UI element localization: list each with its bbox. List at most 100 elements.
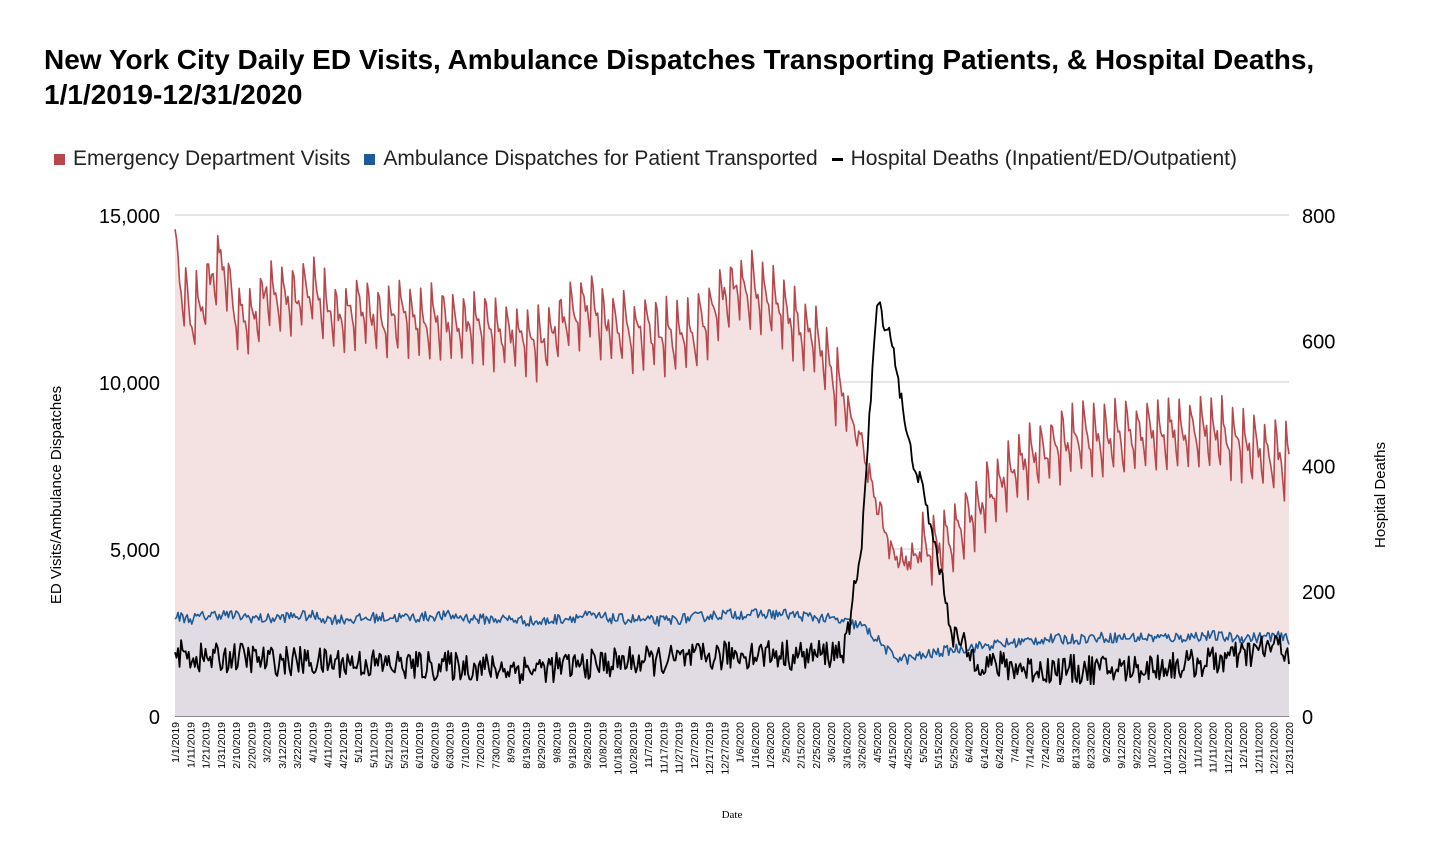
x-tick-label: 12/31/2020 (1284, 722, 1296, 775)
legend-swatch-ed-visits (54, 153, 65, 165)
x-axis: 1/1/2019 1/11/2019 1/21/2019 1/31/2019 2/10/… (170, 722, 1296, 775)
legend-swatch-hospital-deaths (831, 157, 843, 161)
x-tick-label: 5/11/2019 (368, 722, 380, 768)
hospital-deaths-line (174, 301, 1290, 686)
x-tick-label: 8/9/2019 (506, 722, 518, 763)
x-tick-label: 6/24/2020 (994, 722, 1006, 769)
x-tick-label: 12/21/2020 (1269, 722, 1281, 775)
x-tick-label: 5/15/2020 (933, 722, 945, 769)
x-tick-label: 11/27/2019 (674, 722, 686, 774)
x-tick-label: 10/12/2020 (1162, 722, 1174, 775)
legend-label-ed-visits: Emergency Department Visits (73, 147, 351, 170)
chart-title: New York City Daily ED Visits, Ambulance… (44, 44, 1315, 110)
ambulance-dispatches-area (175, 608, 1289, 716)
x-tick-label: 10/2/2020 (1147, 722, 1159, 769)
x-tick-label: 1/31/2019 (216, 722, 228, 769)
x-tick-label: 9/28/2019 (582, 722, 594, 769)
x-tick-label: 9/22/2020 (1131, 722, 1143, 769)
x-tick-label: 6/4/2020 (964, 722, 976, 763)
x-tick-label: 12/11/2020 (1254, 722, 1266, 774)
legend-item-hospital-deaths[interactable]: Hospital Deaths (Inpatient/ED/Outpatient… (831, 147, 1237, 171)
x-tick-label: 4/15/2020 (887, 722, 899, 769)
x-tick-label: 2/20/2019 (246, 722, 258, 769)
x-tick-label: 8/19/2019 (521, 722, 533, 769)
x-tick-label: 11/1/2020 (1192, 722, 1204, 768)
x-tick-label: 8/13/2020 (1070, 722, 1082, 769)
x-tick-label: 1/1/2019 (170, 722, 182, 763)
x-tick-label: 2/5/2020 (780, 722, 792, 763)
x-tick-label: 1/26/2020 (765, 722, 777, 769)
legend-label-hospital-deaths: Hospital Deaths (Inpatient/ED/Outpatient… (850, 147, 1237, 170)
x-tick-label: 9/18/2019 (567, 722, 579, 769)
y-axis-right: 0 200 400 600 800 (1302, 206, 1335, 729)
x-tick-label: 1/6/2020 (735, 722, 747, 763)
ed-visits-line (174, 229, 1290, 586)
ambulance-dispatches-line (174, 608, 1290, 665)
legend-swatch-ambulance-dispatches (364, 153, 376, 165)
y-right-tick-label: 600 (1302, 331, 1335, 353)
x-tick-label: 11/21/2020 (1223, 722, 1235, 774)
x-tick-label: 5/21/2019 (384, 722, 396, 769)
series-areas (175, 229, 1289, 716)
y-axis-left: 0 5,000 10,000 15,000 (99, 206, 160, 729)
x-tick-label: 11/7/2019 (643, 722, 655, 768)
x-tick-label: 3/26/2020 (857, 722, 869, 769)
legend-item-ambulance-dispatches[interactable]: Ambulance Dispatches for Patient Transpo… (364, 147, 818, 171)
y-axis-right-title: Hospital Deaths (1372, 442, 1389, 548)
legend-item-ed-visits[interactable]: Emergency Department Visits (54, 147, 350, 171)
x-tick-label: 1/11/2019 (185, 722, 197, 768)
y-right-tick-label: 400 (1302, 457, 1335, 479)
chart-legend: Emergency Department Visits Ambulance Di… (54, 144, 1251, 174)
x-tick-label: 7/4/2020 (1009, 722, 1021, 763)
x-tick-label: 11/11/2020 (1208, 722, 1220, 773)
ed-visits-area (175, 229, 1289, 716)
x-tick-label: 9/12/2020 (1116, 722, 1128, 769)
x-tick-label: 3/22/2019 (292, 722, 304, 769)
x-tick-label: 5/5/2020 (918, 722, 930, 763)
x-tick-label: 6/10/2019 (414, 722, 426, 769)
x-tick-label: 4/11/2019 (323, 722, 335, 768)
x-tick-label: 7/24/2020 (1040, 722, 1052, 769)
x-tick-label: 10/28/2019 (628, 722, 640, 775)
x-tick-label: 4/1/2019 (307, 722, 319, 763)
y-right-tick-label: 0 (1302, 707, 1313, 729)
y-right-tick-label: 200 (1302, 582, 1335, 604)
x-tick-label: 7/14/2020 (1025, 722, 1037, 769)
x-tick-label: 8/3/2020 (1055, 722, 1067, 763)
series-lines (174, 229, 1290, 686)
x-tick-label: 2/25/2020 (811, 722, 823, 769)
x-tick-label: 9/2/2020 (1101, 722, 1113, 763)
x-tick-label: 12/1/2020 (1238, 722, 1250, 769)
y-left-tick-label: 5,000 (110, 540, 160, 562)
x-tick-label: 12/17/2019 (704, 722, 716, 775)
x-tick-label: 1/21/2019 (201, 722, 213, 769)
x-tick-label: 6/30/2019 (445, 722, 457, 769)
y-left-tick-label: 15,000 (99, 206, 160, 228)
x-tick-label: 6/14/2020 (979, 722, 991, 769)
x-tick-label: 1/16/2020 (750, 722, 762, 769)
x-tick-label: 10/18/2019 (613, 722, 625, 775)
x-tick-label: 4/21/2019 (338, 722, 350, 769)
x-tick-label: 12/27/2019 (719, 722, 731, 775)
x-tick-label: 6/20/2019 (429, 722, 441, 769)
y-axis-left-title: ED Visits/Ambulance Dispatches (48, 386, 65, 604)
x-axis-title: Date (722, 809, 743, 821)
x-tick-label: 8/29/2019 (536, 722, 548, 769)
x-tick-label: 2/15/2020 (796, 722, 808, 769)
legend-label-ambulance-dispatches: Ambulance Dispatches for Patient Transpo… (383, 147, 818, 170)
x-tick-label: 8/23/2020 (1086, 722, 1098, 769)
x-tick-label: 7/20/2019 (475, 722, 487, 769)
x-tick-label: 3/6/2020 (826, 722, 838, 763)
x-tick-label: 2/10/2019 (231, 722, 243, 769)
x-tick-label: 3/2/2019 (262, 722, 274, 763)
x-tick-label: 4/5/2020 (872, 722, 884, 763)
x-tick-label: 10/22/2020 (1177, 722, 1189, 775)
y-left-tick-label: 10,000 (99, 373, 160, 395)
x-tick-label: 7/30/2019 (491, 722, 503, 769)
x-tick-label: 11/17/2019 (658, 722, 670, 774)
x-tick-label: 3/16/2020 (842, 722, 854, 769)
x-tick-label: 7/10/2019 (460, 722, 472, 769)
x-tick-label: 5/31/2019 (399, 722, 411, 769)
x-tick-label: 9/8/2019 (552, 722, 564, 763)
